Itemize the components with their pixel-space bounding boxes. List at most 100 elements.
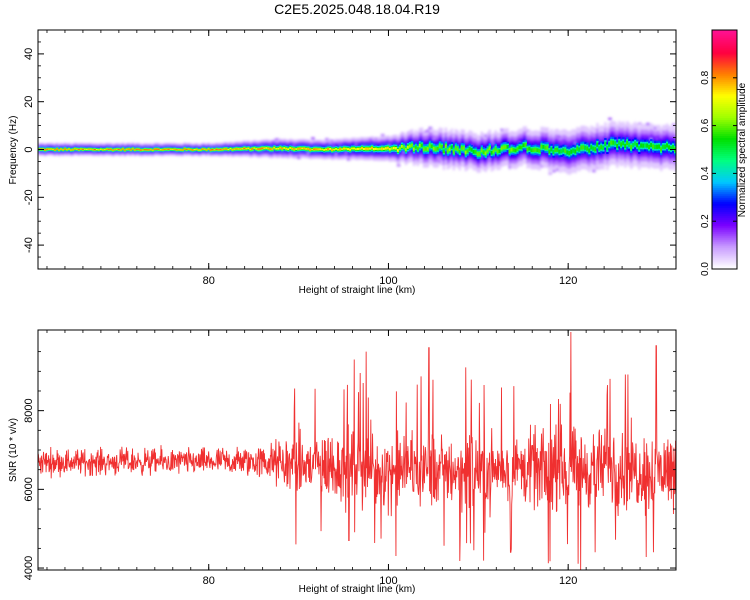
spectrogram-cell	[141, 149, 145, 151]
spectrogram-cell	[217, 149, 220, 151]
spectrogram-cell	[410, 143, 414, 147]
spectrogram-speckle	[650, 137, 654, 141]
spectrogram-cell	[542, 144, 545, 149]
spectrogram-speckle	[380, 133, 385, 137]
spectrogram-cell	[73, 148, 77, 150]
spectrogram-cell	[428, 143, 432, 148]
spectrogram-cell	[574, 149, 577, 154]
spectrogram-speckle	[600, 137, 604, 140]
colorbar-step	[712, 171, 737, 174]
spectrogram-cell	[307, 148, 310, 150]
spectrogram-cell	[576, 146, 579, 151]
colorbar-step	[712, 111, 737, 115]
spectrogram-cell	[360, 147, 364, 150]
spectrogram-cell	[640, 143, 643, 148]
colorbar-step	[712, 259, 737, 262]
spectrogram-cell	[279, 147, 282, 149]
colorbar-step	[712, 35, 737, 39]
spectrogram-cell	[508, 149, 511, 153]
colorbar-step	[712, 197, 737, 200]
spectrogram-cell	[131, 148, 135, 150]
spectrogram-y-tick-label: -20	[23, 189, 35, 205]
spectrogram-cell	[333, 148, 336, 151]
spectrogram-cell	[271, 148, 274, 150]
spectrogram-cell	[592, 146, 595, 151]
colorbar-step	[712, 71, 737, 75]
spectrogram-cell	[129, 149, 133, 151]
spectrogram-speckle	[660, 162, 664, 165]
snr-x-tick-label: 80	[203, 575, 215, 587]
spectrogram-cell	[325, 148, 328, 151]
spectrogram-cell	[540, 144, 543, 149]
spectrogram-cell	[55, 148, 59, 150]
spectrogram-cell	[113, 148, 117, 151]
spectrogram-cell	[496, 149, 499, 154]
spectrogram-cell	[87, 148, 91, 150]
spectrogram-cell	[357, 147, 360, 150]
spectrogram-speckle	[558, 135, 562, 138]
spectrogram-cell	[125, 148, 129, 150]
spectrogram-cell	[111, 149, 115, 151]
spectrogram-core	[38, 136, 676, 160]
spectrogram-cell	[394, 147, 398, 150]
colorbar-step	[712, 205, 737, 208]
spectrogram-cell	[568, 150, 571, 156]
spectrogram-cell	[335, 147, 338, 150]
spectrogram-cell	[219, 148, 222, 151]
spectrogram-cell	[404, 148, 408, 152]
snr-x-tick-label: 120	[559, 575, 577, 587]
spectrogram-cell	[183, 148, 186, 150]
spectrogram-cell	[65, 149, 69, 151]
spectrogram-cell	[275, 147, 278, 150]
spectrogram-cell	[358, 147, 362, 150]
spectrogram-speckle	[648, 159, 652, 163]
spectrogram-cell	[185, 148, 188, 151]
spectrogram-speckle	[488, 157, 493, 160]
spectrogram-cell	[257, 148, 260, 150]
spectrogram-cell	[311, 148, 314, 151]
spectrogram-cell	[57, 149, 61, 151]
spectrogram-speckle	[492, 142, 497, 145]
spectrogram-cell	[193, 149, 196, 151]
spectrogram-cell	[155, 148, 159, 150]
spectrogram-speckle	[275, 138, 279, 141]
spectrogram-cell	[450, 145, 454, 150]
colorbar-step	[712, 123, 737, 127]
spectrogram-cell	[61, 149, 65, 151]
spectrogram-cell	[570, 149, 573, 154]
colorbar-step	[712, 57, 737, 61]
spectrogram-cell	[488, 146, 491, 151]
colorbar-tick-label: 0.8	[700, 70, 711, 84]
spectrogram-cell	[430, 144, 434, 149]
spectrogram-cell	[490, 151, 493, 155]
spectrogram-cell	[628, 142, 631, 147]
colorbar-step	[712, 175, 737, 178]
spectrogram-cell	[616, 143, 619, 149]
spectrogram-cell	[223, 148, 226, 150]
spectrogram-cell	[109, 148, 113, 150]
spectrogram-cell	[656, 144, 659, 149]
colorbar-step	[712, 223, 737, 226]
spectrogram-cell	[267, 147, 270, 150]
spectrogram-cell	[666, 143, 669, 148]
colorbar-step	[712, 99, 737, 103]
colorbar-frame	[711, 29, 738, 270]
spectrogram-cell	[534, 147, 537, 152]
spectrogram-cell	[281, 147, 284, 150]
spectrogram-cell	[143, 148, 147, 151]
spectrogram-cell	[420, 143, 424, 148]
colorbar-step	[712, 251, 737, 254]
colorbar-step	[712, 37, 737, 41]
colorbar-step	[712, 41, 737, 45]
spectrogram-cell	[510, 147, 513, 152]
colorbar-step	[712, 93, 737, 97]
spectrogram-cell	[287, 148, 290, 151]
spectrogram-cell	[153, 148, 157, 150]
spectrogram-cell	[644, 143, 647, 148]
spectrogram-cell	[424, 147, 428, 151]
spectrogram-cell	[460, 146, 464, 150]
colorbar-step	[712, 199, 737, 202]
spectrogram-cell	[560, 149, 563, 154]
spectrogram-cell	[175, 149, 178, 151]
spectrogram-cell	[622, 141, 625, 146]
